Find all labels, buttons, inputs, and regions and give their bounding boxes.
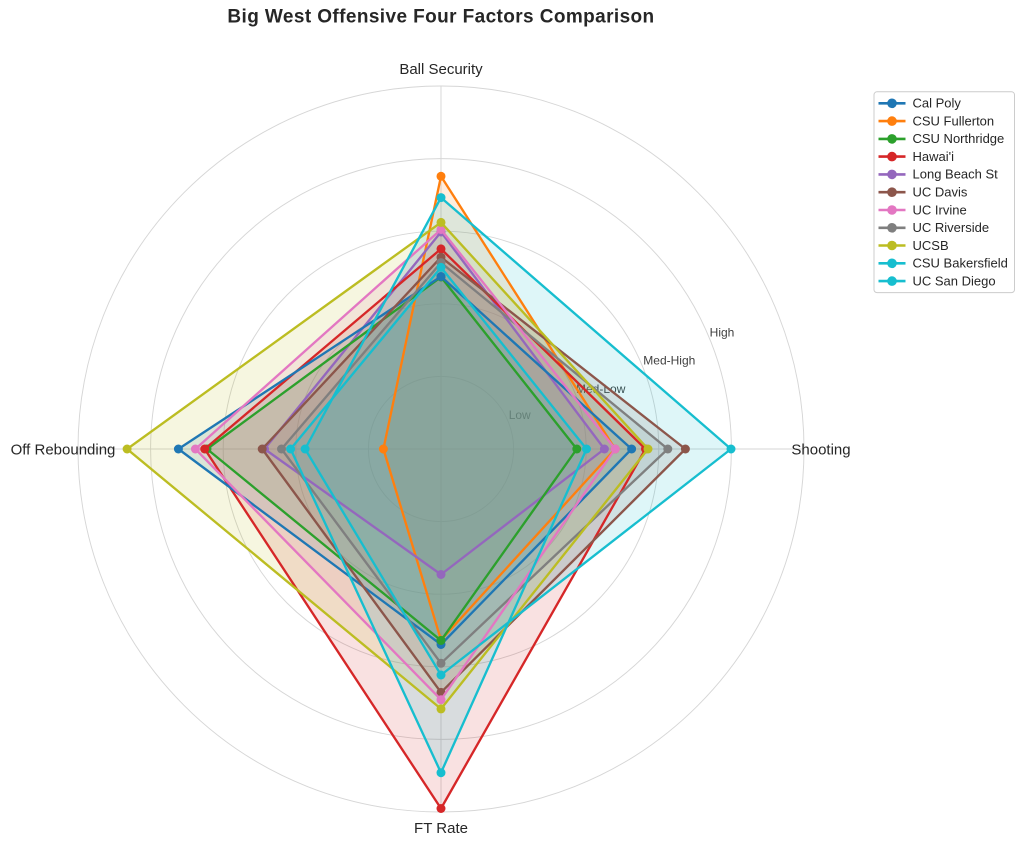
svg-text:Ball Security: Ball Security <box>399 61 483 78</box>
svg-text:Long Beach St: Long Beach St <box>913 167 999 182</box>
svg-text:UC Davis: UC Davis <box>913 185 968 200</box>
svg-text:Low: Low <box>509 408 531 422</box>
svg-text:CSU Fullerton: CSU Fullerton <box>913 113 995 128</box>
svg-text:CSU Bakersfield: CSU Bakersfield <box>913 256 1008 271</box>
svg-text:UCSB: UCSB <box>913 238 949 253</box>
svg-text:UC Irvine: UC Irvine <box>913 202 967 217</box>
svg-text:Shooting: Shooting <box>791 442 850 459</box>
svg-text:CSU Northridge: CSU Northridge <box>913 131 1005 146</box>
svg-text:Hawai'i: Hawai'i <box>913 149 955 164</box>
svg-text:UC Riverside: UC Riverside <box>913 220 990 235</box>
svg-text:FT Rate: FT Rate <box>414 820 468 837</box>
svg-text:UC San Diego: UC San Diego <box>913 273 996 288</box>
svg-text:Med-High: Med-High <box>643 353 695 367</box>
svg-text:Off Rebounding: Off Rebounding <box>11 442 116 459</box>
svg-text:Big West Offensive Four Factor: Big West Offensive Four Factors Comparis… <box>227 7 654 28</box>
svg-text:High: High <box>710 325 735 339</box>
svg-text:Cal Poly: Cal Poly <box>913 96 962 111</box>
